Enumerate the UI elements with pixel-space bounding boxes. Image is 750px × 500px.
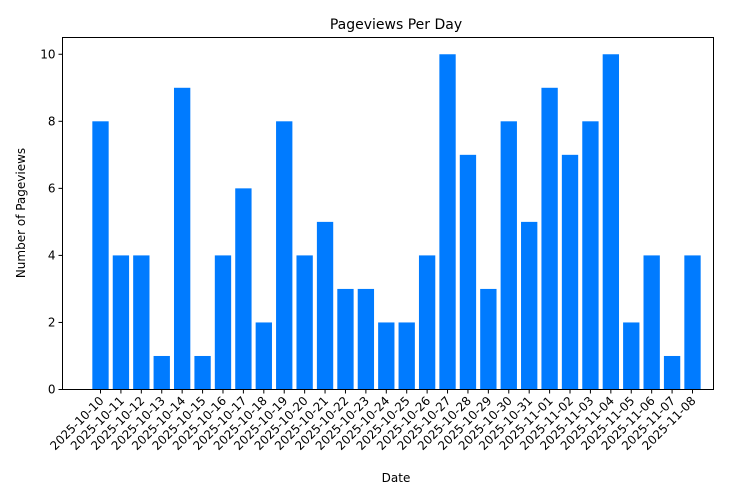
bar [153, 355, 170, 390]
bars [92, 54, 701, 390]
bar [316, 221, 334, 390]
bar [439, 54, 456, 390]
bar [276, 121, 293, 390]
x-axis: 2025-10-102025-10-112025-10-122025-10-13… [47, 389, 699, 453]
bar [173, 87, 191, 390]
bar [255, 322, 272, 390]
bar [296, 255, 313, 390]
bar [500, 121, 517, 390]
bar [398, 322, 415, 390]
bar [112, 255, 130, 390]
bar [133, 255, 150, 390]
bar [459, 154, 477, 390]
chart-title: Pageviews Per Day [330, 17, 462, 33]
bar [480, 288, 497, 390]
plot-frame [62, 37, 714, 390]
y-axis-label: Number of Pageviews [14, 148, 28, 278]
y-tick-label: 10 [40, 47, 55, 61]
bar [235, 188, 252, 390]
bar [623, 322, 640, 390]
bar [194, 355, 211, 390]
bar [521, 221, 538, 390]
bar [337, 288, 354, 390]
bar [92, 121, 109, 390]
y-tick-label: 0 [48, 383, 56, 397]
bar [378, 322, 395, 390]
bar [582, 121, 599, 390]
bar [684, 255, 701, 390]
bar [561, 154, 579, 390]
y-axis: 0 2 4 6 8 10 [40, 47, 63, 397]
y-tick-label: 4 [48, 248, 56, 262]
bar [602, 54, 620, 390]
bar [643, 255, 660, 390]
bar [418, 255, 436, 390]
bar [541, 87, 558, 390]
y-tick-label: 8 [48, 114, 56, 128]
bar [663, 355, 681, 390]
y-tick-label: 2 [48, 315, 56, 329]
bar [357, 288, 375, 390]
y-tick-label: 6 [48, 181, 56, 195]
x-axis-label: Date [382, 471, 411, 485]
bar [214, 255, 232, 390]
